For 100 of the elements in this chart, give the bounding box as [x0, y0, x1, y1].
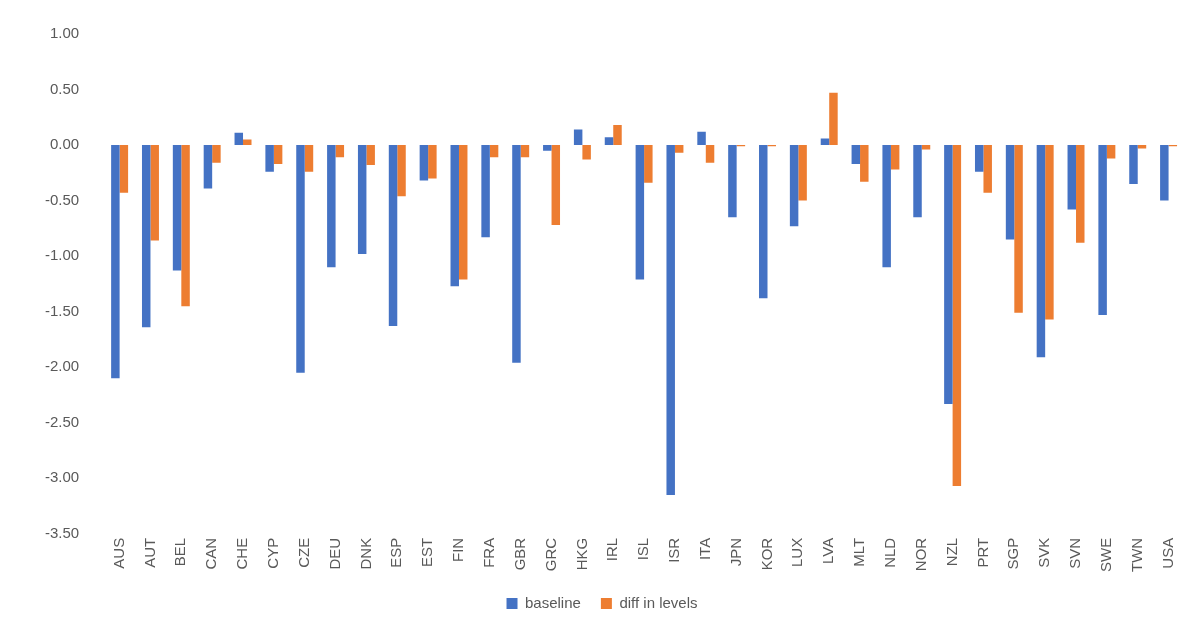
bar — [851, 145, 861, 164]
bar — [983, 145, 992, 193]
bar — [952, 145, 962, 487]
bar — [798, 145, 807, 201]
x-tick-label: NZL — [942, 537, 960, 567]
y-tick-label: -3.50 — [44, 523, 80, 541]
bar — [582, 145, 591, 160]
x-tick-label: HKG — [572, 537, 590, 571]
bar — [150, 145, 159, 241]
bar — [1160, 145, 1169, 201]
bar — [882, 145, 891, 268]
bar — [1129, 145, 1138, 184]
y-tick-label: 0.00 — [49, 135, 80, 153]
x-tick-label: FRA — [479, 537, 497, 568]
x-tick-label: SVN — [1066, 537, 1084, 569]
x-tick-label: CAN — [202, 537, 220, 570]
x-tick-label: FIN — [449, 537, 467, 562]
y-tick-label: -0.50 — [44, 190, 80, 208]
bar — [913, 145, 922, 218]
bar — [759, 145, 768, 299]
x-tick-label: JPN — [726, 537, 744, 567]
bar — [234, 132, 244, 146]
bar — [397, 145, 406, 197]
bar — [674, 145, 684, 153]
bar — [829, 92, 838, 146]
bar — [666, 145, 675, 495]
bar — [1106, 145, 1116, 159]
bar — [789, 145, 799, 227]
bar — [1005, 145, 1015, 240]
bar — [613, 125, 622, 146]
x-tick-label: AUS — [109, 537, 127, 569]
bar — [489, 145, 499, 158]
x-tick-label: IRL — [603, 537, 621, 562]
x-tick-label: SGP — [1004, 537, 1022, 570]
bar — [327, 145, 336, 268]
bar — [428, 145, 437, 179]
bar — [296, 145, 305, 373]
x-tick-label: TWN — [1127, 537, 1145, 572]
bar — [890, 145, 900, 170]
legend-label: diff in levels — [619, 593, 698, 611]
bar — [974, 145, 984, 172]
bar — [705, 145, 715, 163]
x-tick-label: ESP — [387, 537, 405, 568]
x-tick-label: DEU — [325, 537, 343, 570]
bar — [172, 145, 182, 271]
x-tick-label: GBR — [510, 537, 528, 571]
y-tick-label: 1.00 — [49, 24, 80, 42]
x-tick-label: CZE — [294, 537, 312, 568]
bar — [273, 145, 283, 164]
y-tick-label: -3.00 — [44, 468, 80, 486]
x-tick-label: NLD — [881, 537, 899, 568]
bar — [1045, 145, 1054, 320]
bar — [728, 145, 737, 218]
bar — [860, 145, 869, 182]
bar — [450, 145, 459, 287]
x-tick-label: PRT — [973, 537, 991, 568]
bar — [388, 145, 398, 327]
x-tick-label: ISR — [665, 537, 683, 563]
x-tick-label: USA — [1158, 537, 1176, 569]
x-tick-label: SWE — [1097, 537, 1115, 572]
x-tick-label: AUT — [140, 537, 158, 568]
bar — [357, 145, 367, 254]
bar — [304, 145, 314, 172]
bar — [644, 145, 653, 183]
x-tick-label: GRC — [541, 537, 559, 572]
bar — [697, 131, 706, 146]
bar — [1076, 145, 1085, 243]
bar — [512, 145, 521, 363]
bar — [366, 145, 375, 166]
bar — [944, 145, 953, 404]
bar — [573, 129, 583, 146]
y-tick-label: -2.50 — [44, 412, 80, 430]
x-tick-label: NOR — [911, 537, 929, 572]
bar — [481, 145, 490, 238]
bar — [1014, 145, 1023, 313]
x-tick-label: CHE — [233, 537, 251, 570]
bar — [141, 145, 151, 328]
y-tick-label: 0.50 — [49, 79, 80, 97]
bar — [212, 145, 221, 163]
bar — [111, 145, 120, 379]
bar — [1067, 145, 1077, 210]
x-tick-label: BEL — [171, 537, 189, 567]
bar — [335, 145, 345, 158]
bar — [265, 145, 274, 172]
x-tick-label: KOR — [757, 537, 775, 571]
legend-label: baseline — [525, 593, 581, 611]
bar — [1098, 145, 1107, 316]
x-tick-label: ISL — [634, 537, 652, 561]
bar — [543, 145, 552, 151]
bar — [604, 137, 614, 146]
bar — [419, 145, 429, 181]
bar — [243, 139, 252, 146]
bar — [635, 145, 645, 280]
y-tick-label: -1.50 — [44, 301, 80, 319]
x-tick-label: EST — [418, 537, 436, 568]
bar — [203, 145, 213, 189]
x-tick-label: MLT — [850, 537, 868, 567]
x-tick-label: ITA — [695, 537, 713, 561]
y-tick-label: -1.00 — [44, 246, 80, 264]
y-tick-label: -2.00 — [44, 357, 80, 375]
